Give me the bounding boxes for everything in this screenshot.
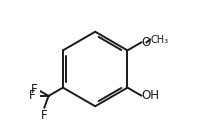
Text: F: F <box>29 89 36 102</box>
Text: OH: OH <box>142 89 160 102</box>
Text: F: F <box>31 83 37 96</box>
Text: CH₃: CH₃ <box>150 35 169 45</box>
Text: O: O <box>142 36 151 49</box>
Text: F: F <box>41 109 48 122</box>
